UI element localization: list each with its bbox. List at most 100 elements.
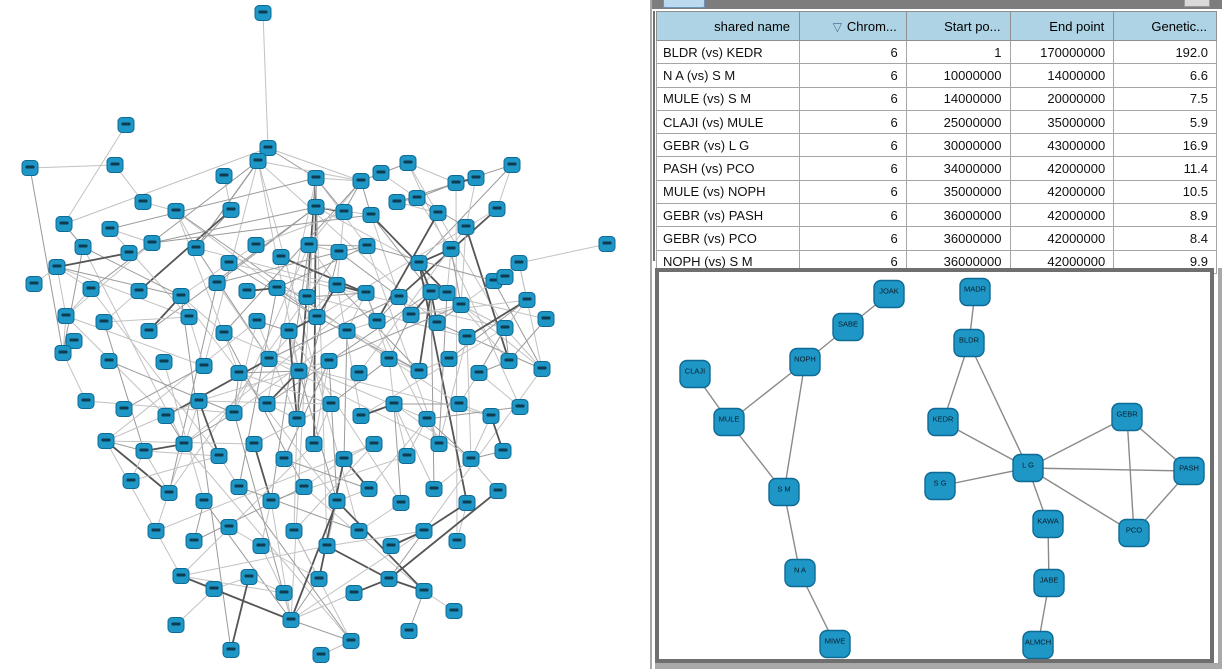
network-node[interactable] <box>254 5 272 21</box>
network-node[interactable] <box>117 117 135 133</box>
cell-value[interactable]: 1 <box>905 39 1011 65</box>
network-edge[interactable] <box>56 266 67 317</box>
network-node[interactable] <box>442 241 460 257</box>
cell-value[interactable]: 42000000 <box>1009 226 1115 251</box>
network-node[interactable] <box>462 451 480 467</box>
network-node[interactable] <box>511 399 529 415</box>
network-node[interactable] <box>458 329 476 345</box>
network-edge[interactable] <box>103 321 145 452</box>
network-edge[interactable] <box>393 403 402 504</box>
network-node[interactable] <box>230 479 248 495</box>
network-node-miwe[interactable]: MIWE <box>819 629 851 659</box>
cell-value[interactable]: 35000000 <box>1009 109 1115 135</box>
network-edge[interactable] <box>105 400 200 442</box>
network-edge[interactable] <box>270 455 408 502</box>
network-node[interactable] <box>298 289 316 305</box>
network-node[interactable] <box>222 642 240 658</box>
network-edge[interactable] <box>293 443 375 532</box>
network-edge[interactable] <box>180 575 285 594</box>
main-network-canvas[interactable] <box>0 0 650 669</box>
network-edge[interactable] <box>370 214 448 294</box>
cell-value[interactable]: 6 <box>799 133 907 158</box>
cell-value[interactable]: 36000000 <box>905 226 1011 251</box>
scrollbar-fragment-left[interactable] <box>663 0 705 8</box>
network-node[interactable] <box>450 396 468 412</box>
network-edge[interactable] <box>370 214 432 293</box>
network-edge[interactable] <box>1027 416 1128 469</box>
network-node[interactable] <box>175 436 193 452</box>
network-node[interactable] <box>307 199 325 215</box>
network-node[interactable] <box>452 297 470 313</box>
network-edge[interactable] <box>193 486 305 542</box>
network-edge[interactable] <box>466 336 472 460</box>
network-node[interactable] <box>408 190 426 206</box>
table-row[interactable]: MULE (vs) NOPH 6 35000000 42000000 10.5 <box>655 179 1217 205</box>
network-node[interactable] <box>330 244 348 260</box>
network-node-sabe[interactable]: SABE <box>832 312 864 342</box>
network-node[interactable] <box>399 155 417 171</box>
network-edge[interactable] <box>63 124 127 225</box>
network-edge[interactable] <box>105 440 182 577</box>
network-edge[interactable] <box>203 500 292 621</box>
network-edge[interactable] <box>109 177 317 230</box>
network-edge[interactable] <box>138 209 232 292</box>
network-node[interactable] <box>288 411 306 427</box>
cell-value[interactable]: 43000000 <box>1009 133 1115 158</box>
network-node-pash[interactable]: PASH <box>1173 456 1205 486</box>
network-node[interactable] <box>318 538 336 554</box>
filtered-network-canvas[interactable]: JOAK SABE NOPH CLAJI MULE S M N A MIWE MADR BLDR K… <box>659 272 1210 659</box>
cell-shared-name[interactable]: GEBR (vs) PCO <box>655 226 801 251</box>
network-node[interactable] <box>180 309 198 325</box>
network-node[interactable] <box>195 358 213 374</box>
network-node[interactable] <box>357 285 375 301</box>
network-edge[interactable] <box>518 262 543 370</box>
network-node[interactable] <box>134 194 152 210</box>
network-node[interactable] <box>335 451 353 467</box>
network-edge[interactable] <box>393 403 435 490</box>
table-row[interactable]: PASH (vs) PCO 6 34000000 42000000 11.4 <box>655 156 1217 181</box>
network-node[interactable] <box>365 436 383 452</box>
cell-value[interactable]: 25000000 <box>905 109 1011 135</box>
network-node[interactable] <box>422 284 440 300</box>
network-node[interactable] <box>400 623 418 639</box>
network-node[interactable] <box>205 581 223 597</box>
filter-funnel-icon[interactable]: ▽ <box>832 19 842 34</box>
network-node[interactable] <box>222 202 240 218</box>
network-edge[interactable] <box>103 316 190 323</box>
scrollbar-fragment-right[interactable] <box>1184 0 1210 7</box>
network-node[interactable] <box>488 201 506 217</box>
network-edge[interactable] <box>326 530 425 547</box>
network-edge[interactable] <box>393 403 408 457</box>
network-edge[interactable] <box>465 226 510 362</box>
cell-value[interactable]: 6 <box>799 39 907 65</box>
network-edge[interactable] <box>216 282 270 360</box>
network-node[interactable] <box>380 571 398 587</box>
network-node[interactable] <box>115 401 133 417</box>
network-node[interactable] <box>345 585 363 601</box>
network-node[interactable] <box>77 393 95 409</box>
cell-value[interactable]: 8.4 <box>1113 226 1217 251</box>
network-edge[interactable] <box>418 291 432 372</box>
network-node[interactable] <box>160 485 178 501</box>
network-edge[interactable] <box>290 619 352 642</box>
network-node[interactable] <box>489 483 507 499</box>
network-node[interactable] <box>295 479 313 495</box>
cell-value[interactable]: 42000000 <box>1009 156 1115 181</box>
network-edge[interactable] <box>388 530 425 580</box>
network-node[interactable] <box>260 351 278 367</box>
network-node-na[interactable]: N A <box>784 558 816 588</box>
network-node-madr[interactable]: MADR <box>959 277 991 307</box>
panel-divider[interactable] <box>650 0 652 669</box>
network-edge[interactable] <box>346 330 460 405</box>
network-edge[interactable] <box>29 164 116 169</box>
network-node[interactable] <box>533 361 551 377</box>
cell-value[interactable]: 35000000 <box>905 179 1011 205</box>
network-edge[interactable] <box>238 486 352 642</box>
network-node[interactable] <box>415 583 433 599</box>
network-node-claji[interactable]: CLAJI <box>679 359 711 389</box>
network-node[interactable] <box>57 308 75 324</box>
network-node[interactable] <box>245 436 263 452</box>
network-node[interactable] <box>368 313 386 329</box>
network-node[interactable] <box>537 311 555 327</box>
filtered-network-panel[interactable]: JOAK SABE NOPH CLAJI MULE S M N A MIWE MADR BLDR K… <box>655 268 1214 663</box>
